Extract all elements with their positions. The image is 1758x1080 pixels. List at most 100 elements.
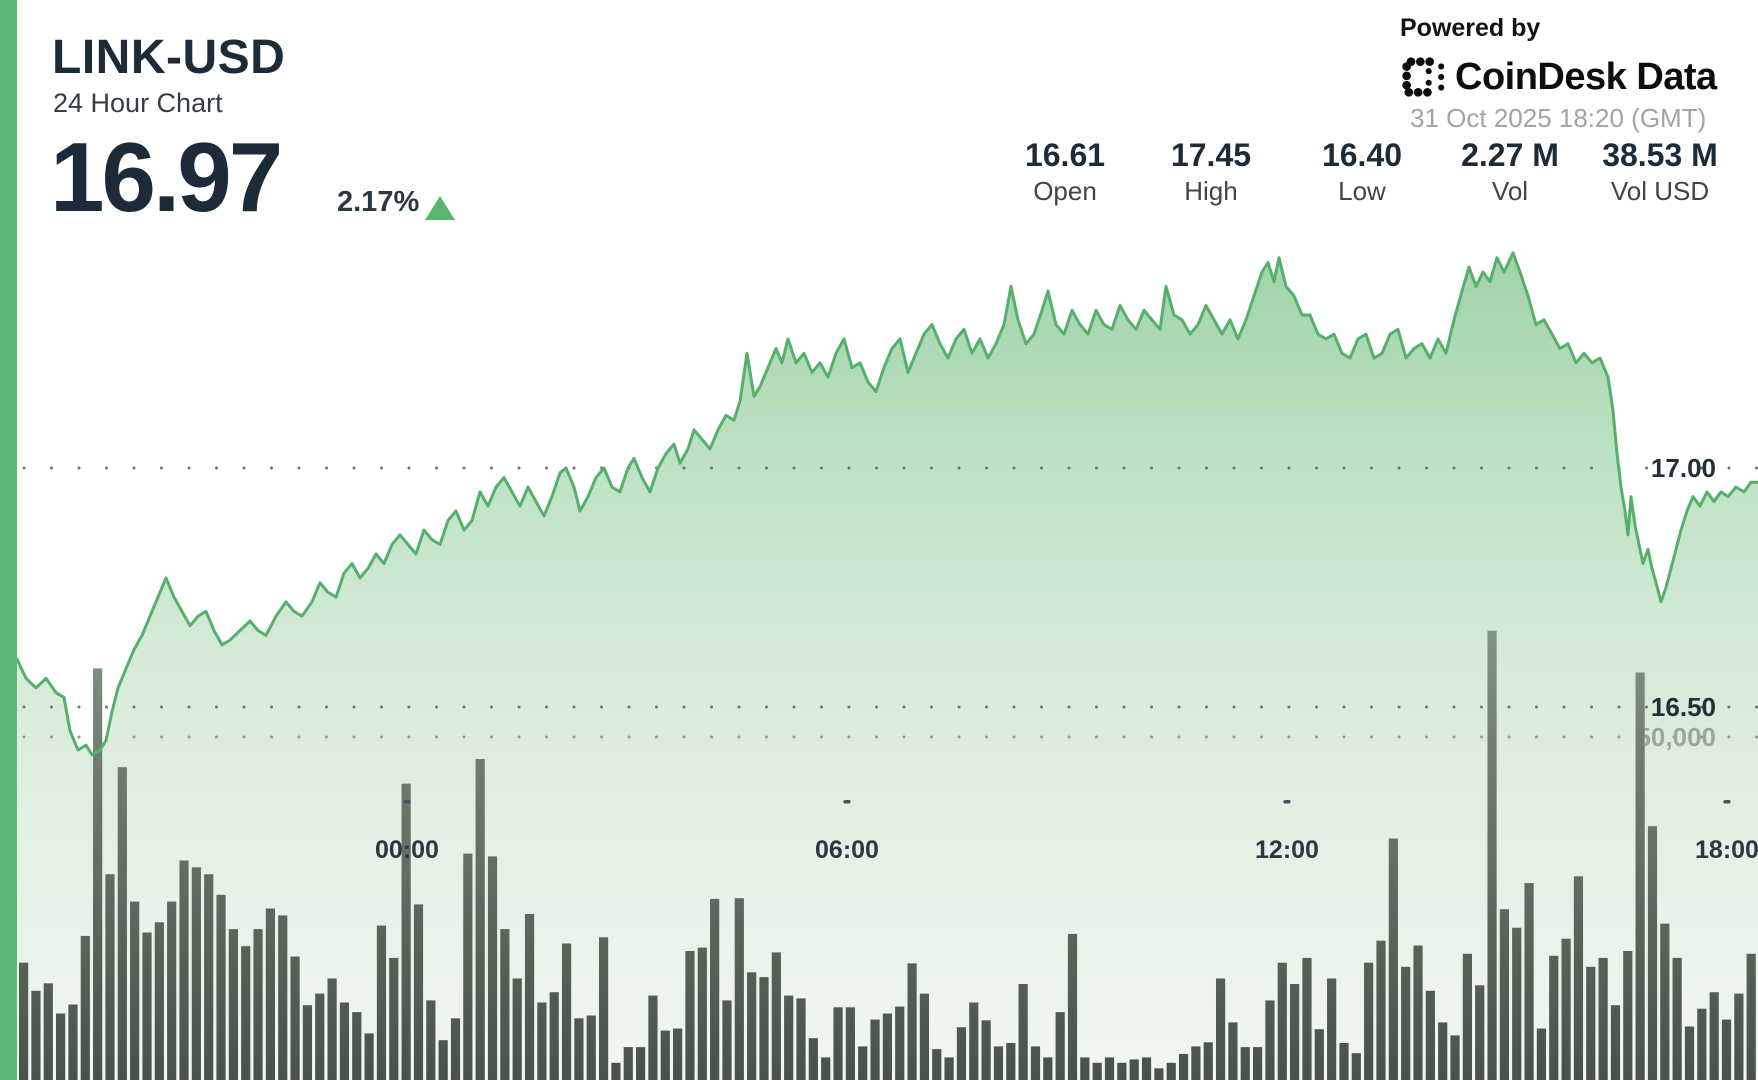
- volume-bar: [167, 901, 177, 1080]
- volume-bar: [1129, 1059, 1139, 1080]
- volume-bar: [759, 977, 769, 1080]
- volume-bar: [68, 1004, 78, 1080]
- volume-bars: [19, 630, 1756, 1080]
- volume-bar: [130, 901, 140, 1080]
- volume-bar: [660, 1030, 670, 1080]
- volume-bar: [907, 963, 917, 1080]
- accent-bar: [0, 0, 17, 1080]
- volume-bar: [1055, 1012, 1065, 1080]
- stats-row: 16.61 Open 17.45 High 16.40 Low 2.27 M V…: [0, 138, 1758, 228]
- volume-bar: [784, 995, 794, 1080]
- volume-bar: [969, 1002, 979, 1080]
- x-axis-label-18:00: 18:00: [1695, 836, 1758, 864]
- volume-bar: [1388, 838, 1398, 1080]
- volume-bar: [1462, 953, 1472, 1080]
- volume-bar: [1166, 1062, 1176, 1080]
- price-change-percent: 2.17%: [337, 186, 420, 218]
- volume-bar: [1364, 962, 1374, 1080]
- volume-bar: [734, 898, 744, 1080]
- volume-bar: [1277, 962, 1287, 1080]
- volume-bar: [179, 860, 189, 1080]
- stat-low-value: 16.40: [1321, 137, 1403, 173]
- stat-low: 16.40 Low: [1277, 138, 1447, 207]
- volume-bar: [956, 1027, 967, 1080]
- up-triangle-icon: [425, 196, 455, 220]
- volume-bar: [1450, 1035, 1460, 1080]
- volume-bar: [981, 1020, 991, 1080]
- y-axis-label-17.00: 17.00: [1651, 453, 1716, 483]
- volume-bar: [216, 894, 226, 1080]
- volume-bar: [993, 1046, 1004, 1080]
- volume-bar: [1018, 984, 1028, 1080]
- coindesk-data-logo[interactable]: CoinDesk Data: [1398, 54, 1717, 100]
- volume-bar: [1647, 826, 1658, 1080]
- chart-subtitle: 24 Hour Chart: [53, 88, 223, 118]
- x-axis-label-12:00: 12:00: [1255, 836, 1319, 864]
- volume-bar: [463, 853, 473, 1080]
- volume-bar: [339, 1002, 350, 1080]
- volume-bar: [302, 1005, 313, 1080]
- x-axis-label-00:00: 00:00: [375, 836, 439, 864]
- volume-bar: [858, 1046, 868, 1080]
- volume-bar: [241, 946, 251, 1080]
- volume-bar: [228, 929, 238, 1080]
- volume-bar: [438, 1040, 448, 1080]
- volume-bar: [364, 1033, 374, 1080]
- powered-by-text: Powered by: [1400, 14, 1541, 42]
- volume-bar: [623, 1047, 633, 1080]
- x-tick-12:00: [1283, 800, 1291, 804]
- stat-low-label: Low: [1338, 176, 1386, 206]
- stat-open-label: Open: [1033, 176, 1097, 206]
- volume-bar: [561, 943, 572, 1080]
- volume-bar: [771, 952, 781, 1080]
- volume-bar: [697, 947, 707, 1080]
- volume-bar: [1746, 953, 1756, 1080]
- volume-bar: [919, 993, 930, 1080]
- volume-bar: [524, 914, 535, 1080]
- stat-vol-usd: 38.53 M Vol USD: [1575, 138, 1745, 207]
- volume-bar: [204, 874, 214, 1080]
- volume-bar: [154, 922, 164, 1080]
- volume-bar: [1290, 984, 1300, 1080]
- volume-bar: [1080, 1057, 1090, 1080]
- volume-bar: [475, 759, 485, 1080]
- volume-bar: [19, 962, 29, 1080]
- coindesk-brand-text: CoinDesk Data: [1455, 55, 1717, 98]
- volume-bar: [512, 978, 522, 1080]
- volume-bar: [1228, 1022, 1238, 1080]
- coindesk-logo-icon: [1402, 57, 1445, 97]
- volume-bar: [1253, 1047, 1263, 1080]
- volume-bar: [117, 767, 127, 1080]
- y-axis-label-16.50: 16.50: [1651, 692, 1716, 722]
- volume-bar: [611, 1062, 621, 1080]
- volume-bar: [1734, 993, 1744, 1080]
- last-updated-timestamp: 31 Oct 2025 18:20 (GMT): [1410, 103, 1707, 133]
- volume-bar: [487, 856, 498, 1080]
- volume-bar: [648, 995, 658, 1080]
- volume-bar: [833, 1007, 843, 1080]
- volume-bar: [845, 1007, 855, 1080]
- volume-bar: [1635, 672, 1645, 1080]
- volume-bar: [1203, 1042, 1213, 1080]
- symbol-title: LINK-USD: [52, 31, 286, 84]
- volume-bar: [1561, 938, 1571, 1080]
- y-axis-label-volume: 50,000: [1636, 722, 1716, 752]
- stat-vol-value: 2.27 M: [1461, 137, 1559, 173]
- volume-bar: [1215, 978, 1226, 1080]
- volume-bar: [586, 1015, 596, 1080]
- volume-bar: [56, 1013, 66, 1080]
- volume-bar: [1067, 933, 1078, 1080]
- volume-bar: [253, 929, 263, 1080]
- volume-bar: [290, 956, 300, 1080]
- volume-bar: [265, 908, 275, 1080]
- volume-bar: [1327, 978, 1337, 1080]
- current-price: 16.97: [50, 122, 283, 232]
- volume-bar: [1006, 1043, 1016, 1080]
- volume-bar: [1549, 955, 1559, 1080]
- volume-bar: [1092, 1062, 1102, 1080]
- volume-bar: [1104, 1057, 1115, 1080]
- volume-bar: [1475, 985, 1485, 1080]
- x-tick-06:00: [843, 800, 851, 804]
